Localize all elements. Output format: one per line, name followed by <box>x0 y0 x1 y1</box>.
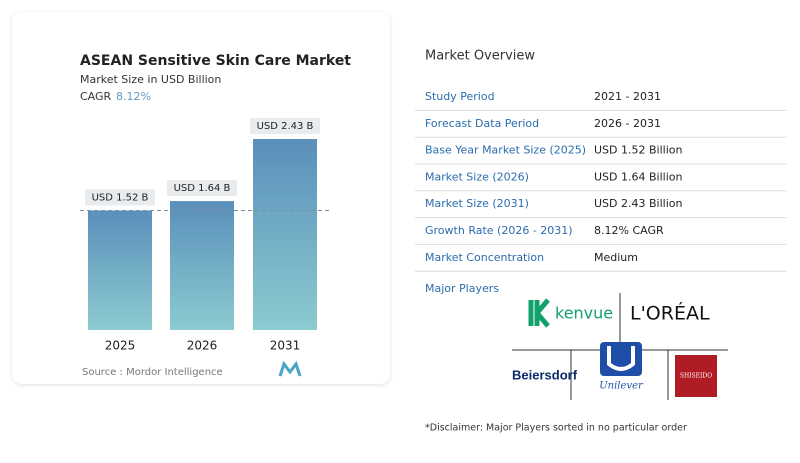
overview-label: Growth Rate (2026 - 2031) <box>425 224 573 237</box>
overview-value: 2026 - 2031 <box>594 117 661 130</box>
overview-label: Market Size (2031) <box>425 197 529 210</box>
value-label-box <box>167 180 237 197</box>
unilever-u <box>607 346 635 371</box>
overview-label: Market Concentration <box>425 251 544 264</box>
player-logo: L'ORÉAL <box>630 302 710 325</box>
bar <box>88 210 152 330</box>
x-tick-label: 2026 <box>187 339 218 353</box>
overview-value: USD 1.64 Billion <box>594 170 682 183</box>
value-label: USD 1.64 B <box>174 183 231 194</box>
overview-label: Base Year Market Size (2025) <box>425 144 586 157</box>
value-label-box <box>85 189 155 206</box>
overview-label: Forecast Data Period <box>425 117 539 130</box>
player-logo: SHISEIDO <box>680 373 712 380</box>
cagr-label: CAGR <box>80 90 112 103</box>
value-label: USD 1.52 B <box>92 193 149 204</box>
overview-value: 8.12% CAGR <box>594 224 664 237</box>
player-logo: Beiersdorf <box>512 367 578 382</box>
disclaimer: *Disclaimer: Major Players sorted in no … <box>425 423 687 434</box>
players-title: Major Players <box>425 282 499 295</box>
x-tick-label: 2031 <box>270 339 301 353</box>
overview-value: USD 1.52 Billion <box>594 144 682 157</box>
bar <box>170 201 234 330</box>
overview-value: USD 2.43 Billion <box>594 197 682 210</box>
overview-value: Medium <box>594 251 638 264</box>
overview-title: Market Overview <box>425 49 535 64</box>
value-label: USD 2.43 B <box>257 121 314 132</box>
x-tick-label: 2025 <box>105 339 136 353</box>
chart-title: ASEAN Sensitive Skin Care Market <box>80 53 351 69</box>
kenvue-icon <box>528 298 550 328</box>
player-logo: Unilever <box>599 381 644 392</box>
overview-label: Study Period <box>425 90 495 103</box>
source: Source : Mordor Intelligence <box>82 367 223 378</box>
chart-subtitle: Market Size in USD Billion <box>80 73 221 86</box>
bar <box>253 139 317 330</box>
value-label-box <box>250 118 320 134</box>
overview-label: Market Size (2026) <box>425 170 529 183</box>
player-logo: kenvue <box>555 304 613 323</box>
cagr-value: 8.12% <box>116 90 151 103</box>
source-logo <box>278 360 302 377</box>
overview-value: 2021 - 2031 <box>594 90 661 103</box>
shiseido-box <box>675 355 717 397</box>
